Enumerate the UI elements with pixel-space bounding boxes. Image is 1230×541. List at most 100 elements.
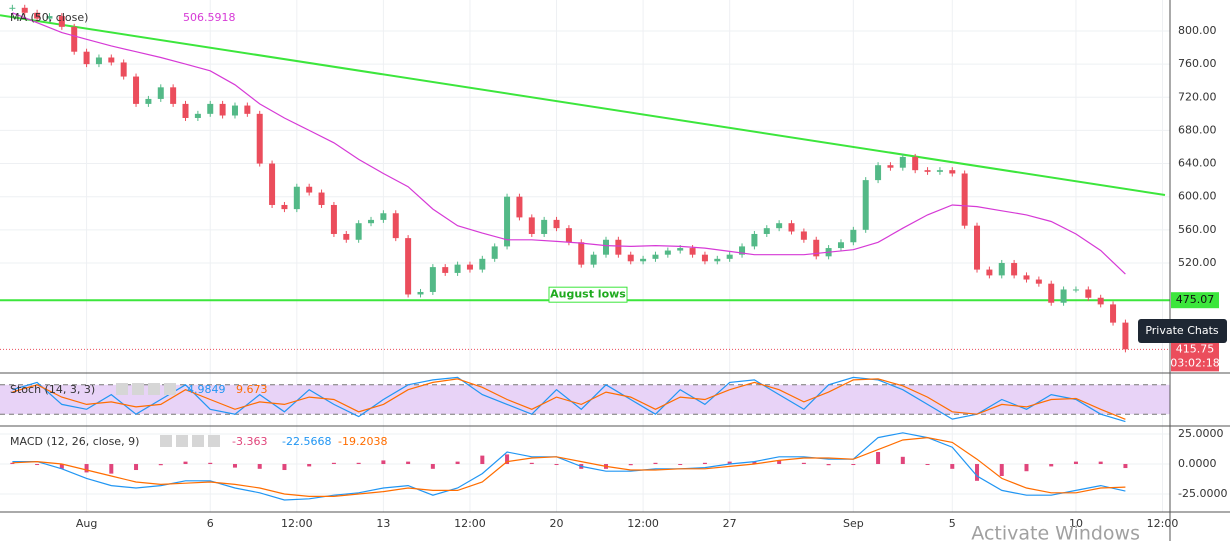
x-tick-label: 27 bbox=[723, 517, 737, 530]
candle-body bbox=[466, 264, 473, 270]
candle-body bbox=[578, 242, 585, 265]
icon[interactable] bbox=[192, 435, 204, 447]
y-tick-label: 680.00 bbox=[1178, 123, 1217, 136]
candle-body bbox=[936, 170, 943, 172]
candle-body bbox=[850, 229, 857, 243]
candle-body bbox=[652, 254, 659, 259]
histogram-bar bbox=[208, 462, 213, 465]
x-tick-label: 12:00 bbox=[1147, 517, 1179, 530]
x-tick-label: 6 bbox=[207, 517, 214, 530]
histogram-bar bbox=[84, 464, 89, 473]
icon[interactable] bbox=[208, 435, 220, 447]
histogram-bar bbox=[257, 464, 262, 469]
candle-body bbox=[689, 248, 696, 255]
candle-body bbox=[343, 233, 350, 240]
candle-body bbox=[405, 238, 412, 295]
icon[interactable] bbox=[160, 435, 172, 447]
candle-body bbox=[677, 248, 684, 251]
histogram-bar bbox=[678, 464, 683, 466]
icon[interactable] bbox=[164, 383, 176, 395]
candle-body bbox=[701, 254, 708, 262]
candle-body bbox=[1011, 262, 1018, 276]
candle-body bbox=[986, 269, 993, 276]
candle-body bbox=[269, 163, 276, 205]
x-tick-label: Sep bbox=[843, 517, 864, 530]
histogram-bar bbox=[1049, 464, 1054, 467]
support-label: August lows bbox=[550, 288, 626, 301]
stoch-line bbox=[12, 378, 1126, 420]
candle-body bbox=[83, 51, 90, 65]
candle-body bbox=[207, 103, 214, 114]
icon[interactable] bbox=[148, 383, 160, 395]
ma-legend: MA (50, close) bbox=[10, 11, 88, 24]
candle-body bbox=[479, 258, 486, 270]
candle-body bbox=[961, 173, 968, 226]
candle-body bbox=[924, 170, 931, 172]
y-tick-label: 800.00 bbox=[1178, 24, 1217, 37]
candle-body bbox=[108, 57, 115, 63]
macd-value: -22.5668 bbox=[282, 435, 331, 448]
histogram-bar bbox=[826, 464, 831, 466]
candle-body bbox=[133, 76, 140, 104]
histogram-bar bbox=[455, 461, 460, 465]
histogram-bar bbox=[158, 464, 163, 466]
candle-body bbox=[281, 204, 288, 210]
histogram-bar bbox=[381, 460, 386, 465]
candle-body bbox=[293, 186, 300, 210]
private-chats-button[interactable] bbox=[1138, 319, 1227, 343]
candle-body bbox=[541, 219, 548, 234]
candle-body bbox=[899, 156, 906, 168]
candle-body bbox=[590, 254, 597, 265]
candle-body bbox=[640, 258, 647, 262]
y-tick-label: 560.00 bbox=[1178, 223, 1217, 236]
x-tick-label: 13 bbox=[376, 517, 390, 530]
trendline bbox=[0, 14, 1166, 197]
support-label-box bbox=[548, 286, 628, 303]
histogram-bar bbox=[1073, 461, 1078, 465]
candle-body bbox=[1048, 283, 1055, 303]
histogram-bar bbox=[1098, 461, 1103, 465]
histogram-bar bbox=[1024, 464, 1029, 472]
histogram-bar bbox=[35, 464, 40, 466]
stoch-title: Stoch (14, 3, 3) bbox=[10, 383, 95, 396]
candle-body bbox=[998, 262, 1005, 276]
candle-body bbox=[318, 192, 325, 205]
histogram-bar bbox=[480, 455, 485, 465]
candle-body bbox=[912, 156, 919, 171]
histogram-bar bbox=[851, 464, 856, 466]
candle-body bbox=[516, 196, 523, 218]
x-tick-label: 12:00 bbox=[627, 517, 659, 530]
stoch-value: 4.9849 bbox=[187, 383, 226, 396]
macd-line bbox=[12, 436, 1126, 497]
histogram-bar bbox=[529, 462, 534, 465]
candle-body bbox=[553, 219, 560, 229]
histogram-bar bbox=[505, 454, 510, 465]
y-tick-label: -25.0000 bbox=[1178, 487, 1227, 500]
histogram-bar bbox=[727, 461, 732, 465]
candle-body bbox=[751, 233, 758, 247]
y-tick-label: 0.0000 bbox=[1178, 457, 1217, 470]
candle-body bbox=[776, 223, 783, 229]
icon[interactable] bbox=[116, 383, 128, 395]
candle-body bbox=[442, 267, 449, 273]
candle-body bbox=[120, 62, 127, 77]
icon[interactable] bbox=[176, 435, 188, 447]
ma-value: 506.5918 bbox=[183, 11, 236, 24]
candle-body bbox=[306, 186, 313, 193]
private-chats-label[interactable]: Private Chats bbox=[1145, 324, 1219, 337]
candle-body bbox=[1122, 322, 1129, 350]
candle-body bbox=[170, 87, 177, 104]
stoch-band bbox=[0, 384, 1170, 415]
candle-body bbox=[9, 7, 16, 9]
candle-body bbox=[813, 239, 820, 257]
candle-body bbox=[1097, 297, 1104, 305]
candle-body bbox=[1023, 275, 1030, 280]
icon[interactable] bbox=[132, 383, 144, 395]
histogram-bar bbox=[109, 464, 114, 474]
histogram-value: -3.363 bbox=[232, 435, 267, 448]
candle-body bbox=[875, 165, 882, 181]
candle-body bbox=[182, 103, 189, 118]
candle-body bbox=[664, 250, 671, 255]
candle-body bbox=[615, 239, 622, 255]
